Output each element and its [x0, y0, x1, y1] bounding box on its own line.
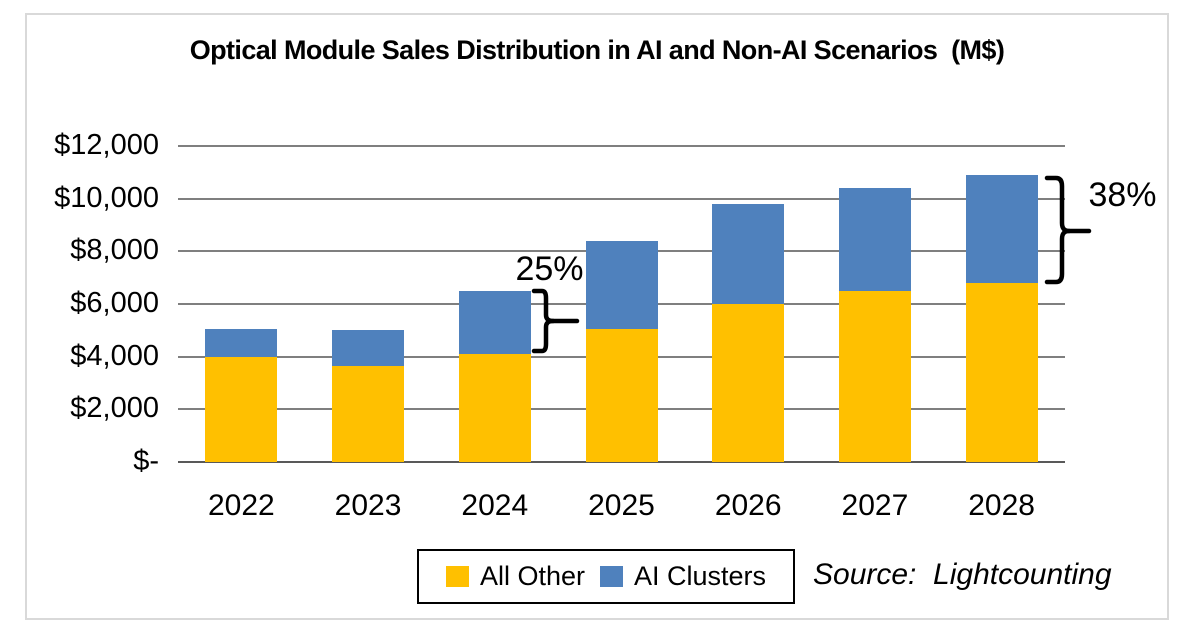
- gridline: [178, 197, 1065, 200]
- chart-title: Optical Module Sales Distribution in AI …: [189, 35, 1005, 65]
- bar-segment-all-other: [965, 282, 1038, 462]
- bar-segment-ai-clusters: [205, 329, 278, 357]
- x-axis-category-label: 2022: [207, 489, 275, 522]
- bar-segment-all-other: [712, 304, 785, 462]
- annotation-38pct-label: 38%: [1088, 176, 1157, 214]
- bar-segment-ai-clusters: [458, 290, 531, 355]
- x-axis-category-label: 2024: [461, 489, 529, 522]
- source-note: Source: Lightcounting: [813, 558, 1112, 591]
- x-axis-category-label: 2023: [334, 489, 402, 522]
- x-axis-category-label: 2027: [841, 489, 909, 522]
- bar-segment-all-other: [458, 354, 531, 462]
- y-axis-tick-label: $10,000: [54, 181, 159, 214]
- y-axis-tick-label: $4,000: [70, 339, 159, 372]
- y-axis-tick-label: $2,000: [70, 392, 159, 425]
- bar-segment-all-other: [838, 290, 911, 462]
- bar-segment-ai-clusters: [332, 330, 405, 366]
- y-axis-tick-label: $12,000: [54, 128, 159, 161]
- legend-item-ai-clusters: AI Clusters: [600, 561, 766, 592]
- bar-segment-all-other: [585, 329, 658, 462]
- bar-segment-ai-clusters: [712, 203, 785, 304]
- annotation-25pct-label: 25%: [515, 250, 584, 288]
- bar-segment-ai-clusters: [585, 240, 658, 329]
- y-axis-tick-label: $-: [133, 444, 159, 477]
- bar-segment-all-other: [332, 365, 405, 462]
- legend-label-all-other: All Other: [479, 561, 585, 591]
- x-axis-category-label: 2026: [714, 489, 782, 522]
- bar-segment-ai-clusters: [838, 188, 911, 291]
- y-axis-tick-label: $6,000: [70, 286, 159, 319]
- brace-2024-ai-segment: [531, 288, 580, 354]
- brace-2028-ai-segment: [1044, 175, 1092, 285]
- ai-clusters-swatch-icon: [600, 566, 623, 587]
- legend-item-all-other: All Other: [445, 561, 585, 592]
- y-axis-tick-label: $8,000: [70, 234, 159, 267]
- gridline: [178, 145, 1065, 147]
- x-axis-category-label: 2025: [588, 489, 655, 522]
- bar-segment-all-other: [205, 356, 278, 462]
- all-other-swatch-icon: [445, 566, 469, 587]
- gridline: [178, 461, 1065, 463]
- x-axis-category-label: 2028: [968, 489, 1035, 522]
- legend: All Other AI Clusters: [417, 549, 795, 604]
- chart-area: Optical Module Sales Distribution in AI …: [25, 13, 1169, 620]
- bar-segment-ai-clusters: [965, 174, 1038, 283]
- legend-label-ai-clusters: AI Clusters: [634, 561, 767, 591]
